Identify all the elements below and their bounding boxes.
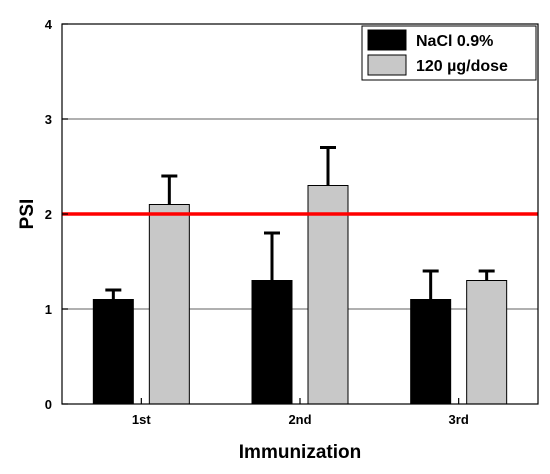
- y-tick-label-1: 1: [45, 302, 52, 317]
- legend-swatch-1: [367, 54, 407, 76]
- y-tick-label-4: 4: [45, 17, 53, 32]
- x-tick-label-2: 3rd: [449, 412, 469, 427]
- bar-1st-series-1: [148, 204, 190, 405]
- bar-2nd-series-1: [307, 185, 349, 405]
- y-axis-title: PSI: [17, 199, 38, 230]
- y-tick-label-2: 2: [45, 207, 52, 222]
- gridlines: [62, 118, 538, 310]
- bar-1st-series-0: [92, 299, 134, 405]
- legend-label-1: 120 µg/dose: [416, 58, 508, 75]
- axis-ticks: 0 1 2 3 4 1st 2nd 3rd: [45, 17, 469, 427]
- legend: NaCl 0.9% 120 µg/dose: [361, 25, 537, 81]
- legend-label-0: NaCl 0.9%: [416, 33, 493, 50]
- x-tick-label-1: 2nd: [288, 412, 311, 427]
- y-tick-label-0: 0: [45, 397, 52, 412]
- x-axis-title: Immunization: [239, 442, 361, 463]
- legend-swatch-0: [367, 29, 407, 51]
- bar-3rd-series-1: [466, 280, 508, 405]
- bars: [92, 146, 508, 405]
- y-tick-label-3: 3: [45, 112, 52, 127]
- bar-3rd-series-0: [410, 299, 452, 405]
- x-tick-label-0: 1st: [132, 412, 151, 427]
- bar-2nd-series-0: [251, 280, 293, 405]
